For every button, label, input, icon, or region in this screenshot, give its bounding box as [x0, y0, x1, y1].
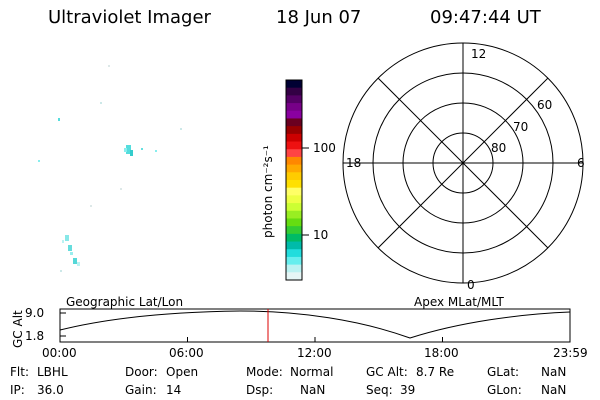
colorbar-segment [286, 241, 302, 250]
uv-pixel [70, 252, 73, 255]
uv-pixel [38, 160, 40, 162]
uv-pixel [68, 245, 72, 251]
uv-pixel [124, 148, 127, 152]
uv-pixel [73, 258, 77, 264]
timeline-xtick-label-1200: 12:00 [297, 346, 332, 360]
colorbar-segment [286, 256, 302, 266]
date-label: 18 Jun 07 [276, 7, 362, 28]
colorbar-segment [286, 149, 302, 158]
colorbar-tick-label-10: 10 [313, 228, 329, 242]
status-gain-label: Gain: [125, 383, 157, 397]
apex-mlat-mlt-label: Apex MLat/MLT [414, 295, 504, 309]
colorbar-segment [286, 110, 302, 120]
status-flt-value: LBHL [37, 365, 68, 379]
colorbar-ticks [302, 147, 309, 236]
geographic-latlon-label: Geographic Lat/Lon [66, 295, 184, 309]
timeline-xtick-label-0600: 06:00 [169, 346, 204, 360]
colorbar-segment [286, 95, 302, 104]
status-gcalt-label: GC Alt: [366, 365, 408, 379]
colorbar-segment [286, 195, 302, 204]
lat-label-80: 80 [491, 141, 507, 155]
colorbar-segment [286, 264, 302, 273]
lat-label-60: 60 [537, 98, 553, 112]
colorbar-segment [286, 126, 302, 135]
uv-pixel [155, 150, 157, 152]
timeline-plot [59, 308, 571, 343]
uv-pixel [58, 118, 60, 121]
colorbar-tick-label-100: 100 [313, 141, 336, 155]
mlt-label-12: 12 [471, 47, 487, 61]
status-seq-value: 39 [400, 383, 416, 397]
colorbar-segment [286, 272, 302, 281]
colorbar-segment [286, 249, 302, 258]
uv-pixel [120, 188, 122, 190]
colorbar-segment [286, 172, 302, 181]
status-ip-label: IP: [10, 383, 25, 397]
colorbar-segment [286, 233, 302, 243]
uv-image [38, 65, 182, 272]
mlt-label-6: 6 [577, 156, 585, 170]
uv-pixel [60, 270, 62, 272]
timeline-xtick-label-0000: 00:00 [42, 346, 77, 360]
colorbar-unit-label: photon cm⁻²s⁻¹ [261, 145, 275, 238]
lat-label-70: 70 [513, 120, 529, 134]
uv-pixel [180, 128, 182, 130]
status-flt-label: Flt: [10, 365, 29, 379]
colorbar-segment [286, 203, 302, 212]
timeline-ytick-label-1.8: 1.8 [25, 329, 45, 343]
status-door-label: Door: [125, 365, 158, 379]
status-seq-label: Seq: [366, 383, 393, 397]
timeline-xtick-label-2359: 23:59 [553, 346, 588, 360]
uv-pixel [126, 145, 131, 154]
colorbar-segment [286, 180, 302, 189]
status-door-value: Open [166, 365, 199, 379]
status-ip-value: 36.0 [37, 383, 64, 397]
status-glon-value: NaN [541, 383, 567, 397]
colorbar-segment [286, 156, 302, 166]
timeline-xtick-label-1800: 18:00 [424, 346, 459, 360]
uv-pixel [100, 102, 102, 104]
status-mode-label: Mode: [246, 365, 283, 379]
status-dsp-label: Dsp: [246, 383, 274, 397]
colorbar-segment [286, 218, 302, 227]
colorbar-segment [286, 80, 302, 89]
status-gain-value: 14 [166, 383, 182, 397]
instrument-title: Ultraviolet Imager [48, 7, 211, 28]
colorbar-segment [286, 164, 302, 173]
uv-pixel [130, 150, 133, 156]
uv-pixel [108, 65, 110, 67]
uv-pixel [141, 148, 143, 150]
uv-pixel [77, 262, 80, 266]
status-glon-label: GLon: [487, 383, 522, 397]
colorbar-segment [286, 118, 302, 127]
uv-pixel [65, 235, 69, 241]
timeline-ytick-label-9: 9.0 [25, 306, 45, 320]
colorbar-segment [286, 210, 302, 220]
colorbar-segment [286, 87, 302, 96]
colorbar-segment [286, 187, 302, 196]
uv-pixel [62, 240, 64, 243]
timeline-yaxis-label: GC Alt [11, 310, 25, 348]
status-glat-label: GLat: [487, 365, 520, 379]
time-label: 09:47:44 UT [430, 7, 541, 28]
colorbar-segment [286, 141, 302, 150]
colorbar-segment [286, 103, 302, 112]
status-glat-value: NaN [541, 365, 567, 379]
uv-pixel [90, 205, 92, 207]
colorbar-frame [285, 79, 303, 281]
status-mode-value: Normal [290, 365, 334, 379]
mlt-label-18: 18 [346, 156, 362, 170]
colorbar-segment [286, 226, 302, 235]
polar-diagonal-2 [377, 77, 549, 249]
polar-grid [342, 42, 584, 284]
status-gcalt-value: 8.7 Re [416, 365, 455, 379]
status-dsp-value: NaN [300, 383, 326, 397]
mlt-label-0: 0 [467, 278, 475, 292]
colorbar-segment [286, 133, 302, 143]
gc-altitude-curve [59, 310, 571, 339]
colorbar [285, 79, 303, 281]
